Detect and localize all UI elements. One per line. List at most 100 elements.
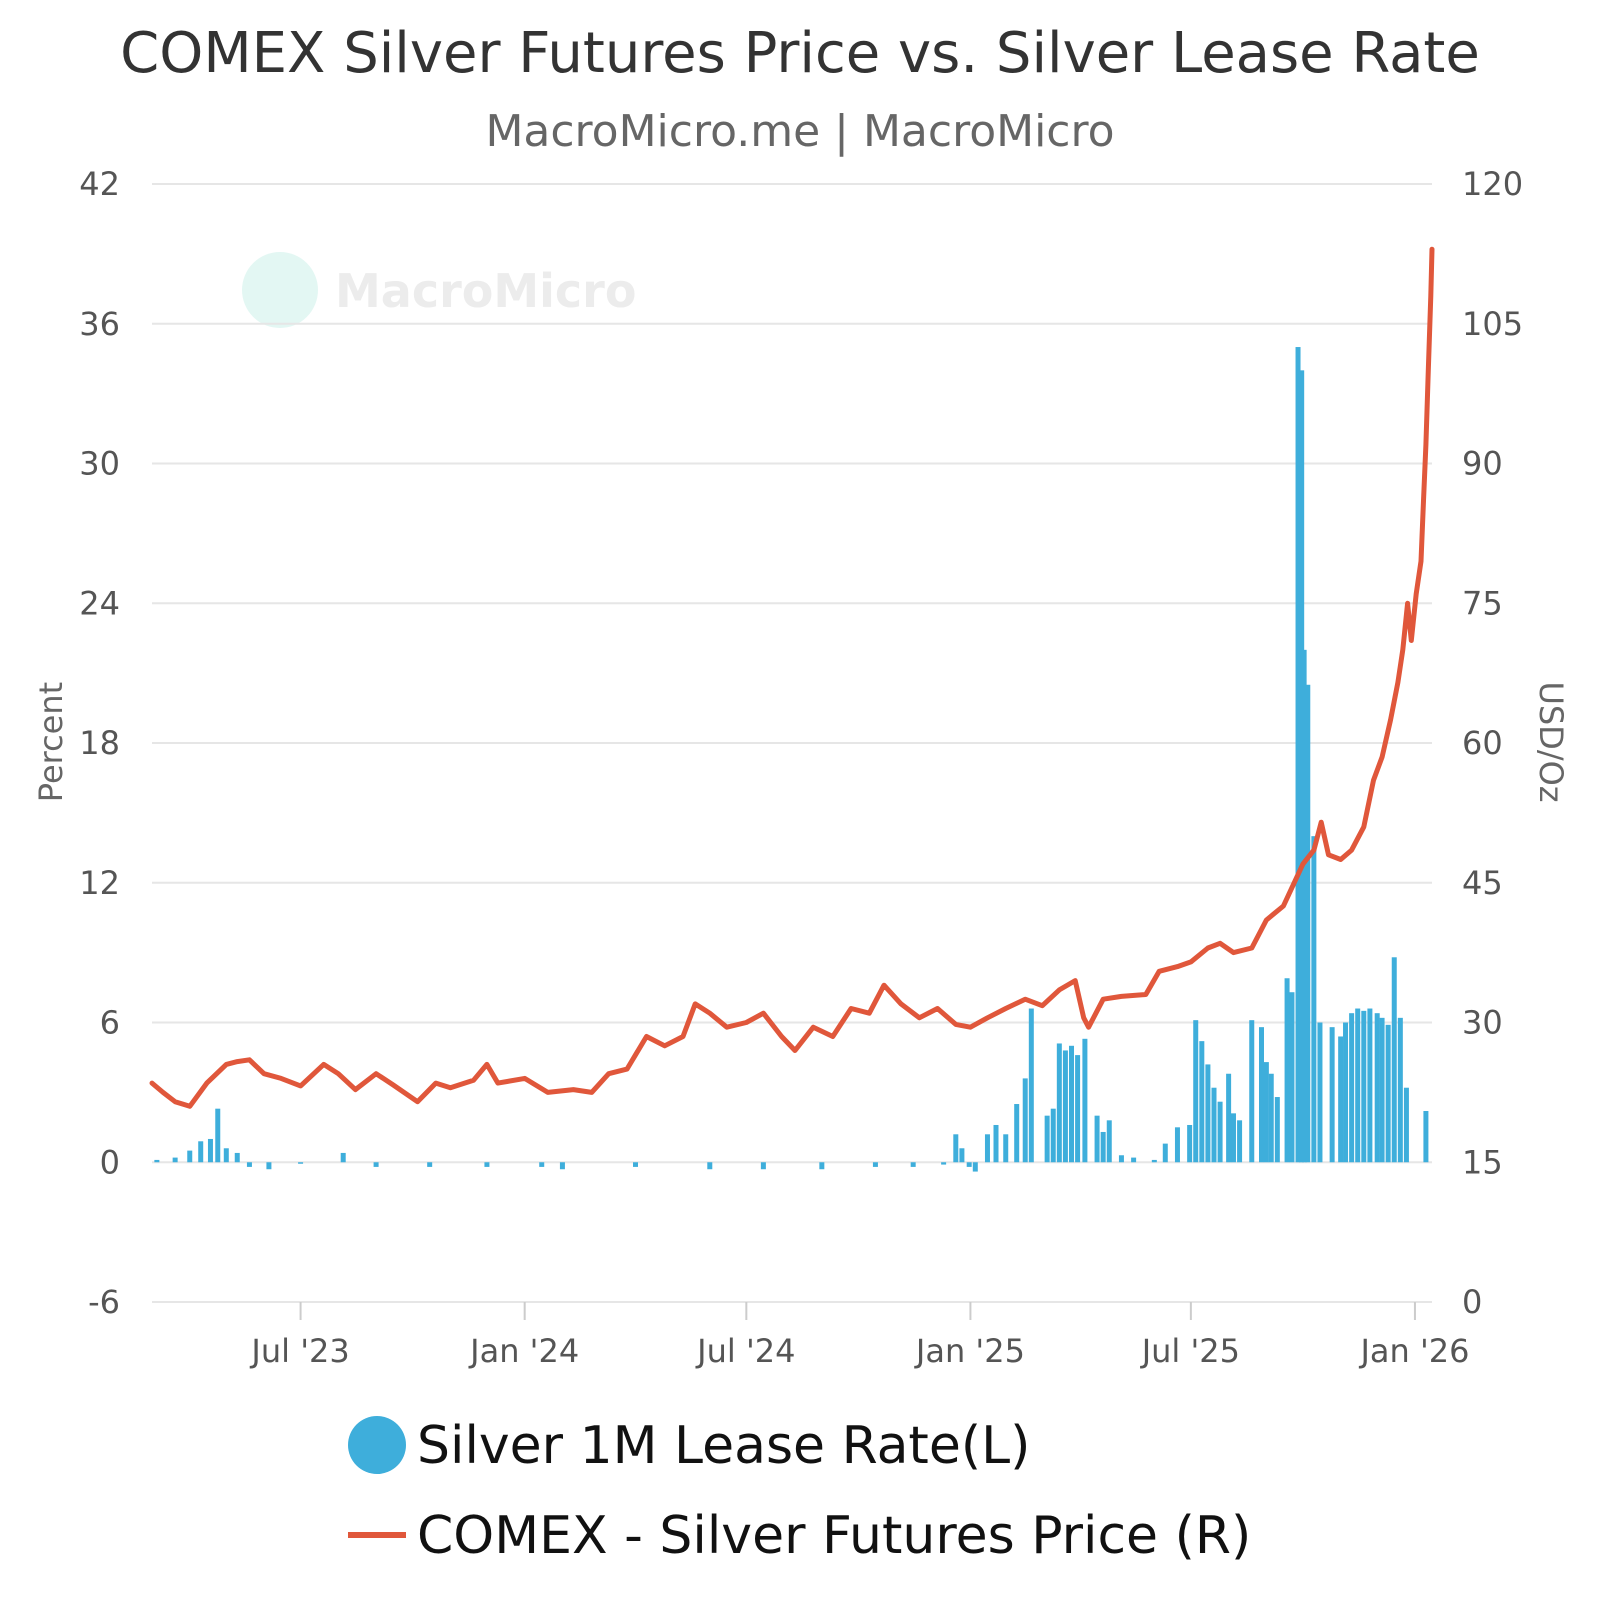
lease-rate-bar: [1199, 1041, 1205, 1163]
lease-rate-bar: [1237, 1120, 1243, 1163]
lease-rate-bar: [1028, 1008, 1034, 1163]
lease-rate-bar: [910, 1162, 916, 1167]
lease-rate-bar: [1295, 347, 1301, 1163]
lease-rate-bar: [1258, 1027, 1264, 1163]
lease-rate-bar: [340, 1152, 346, 1163]
x-tick-label: Jan '25: [914, 1332, 1025, 1370]
lease-rate-bar: [1211, 1087, 1217, 1163]
lease-rate-bar: [373, 1162, 379, 1167]
x-tick-label: Jul '24: [695, 1332, 795, 1370]
lease-rate-bar: [633, 1162, 639, 1167]
lease-rate-bar: [1151, 1159, 1157, 1163]
lease-rate-bar: [223, 1148, 229, 1163]
watermark-logo-icon: [242, 252, 318, 328]
watermark: MacroMicro: [242, 252, 636, 328]
lease-rate-bar: [154, 1159, 160, 1163]
lease-rate-bar: [953, 1134, 959, 1163]
legend-item-silver-price[interactable]: COMEX - Silver Futures Price (R): [348, 1506, 1251, 1566]
lease-rate-bar: [1317, 1022, 1323, 1163]
lease-rate-bar: [1338, 1036, 1344, 1163]
lease-rate-bar: [1397, 1017, 1403, 1163]
lease-rate-bar: [1284, 978, 1290, 1163]
lease-rate-bar: [1174, 1127, 1180, 1163]
lease-rate-bar: [1193, 1020, 1199, 1163]
lease-rate-bar: [1014, 1104, 1020, 1163]
lease-rate-bar: [1311, 836, 1317, 1163]
lease-rate-bar: [1003, 1134, 1009, 1163]
left-tick-label: 36: [79, 305, 120, 343]
lease-rate-bar: [1268, 1073, 1274, 1163]
lease-rate-bar: [215, 1108, 221, 1163]
lease-rate-bar: [993, 1124, 999, 1163]
lease-rate-bar: [984, 1134, 990, 1163]
left-axis-ticks: 42 36 30 24 18 12 6 0 -6: [79, 165, 120, 1321]
chart-subtitle: MacroMicro.me | MacroMicro: [485, 106, 1114, 157]
lease-rate-bar: [707, 1162, 713, 1170]
right-tick-label: 60: [1462, 724, 1503, 762]
lease-rate-bar: [819, 1162, 825, 1170]
right-tick-label: 105: [1462, 305, 1523, 343]
lease-rate-bar: [1062, 1050, 1068, 1163]
left-tick-label: 18: [79, 724, 120, 762]
legend-lease-rate-icon: [348, 1416, 406, 1474]
lease-rate-bar: [1131, 1157, 1137, 1163]
lease-rate-bar: [941, 1162, 947, 1165]
right-tick-label: 75: [1462, 584, 1503, 622]
lease-rate-bar: [1274, 1097, 1280, 1163]
lease-rate-bar: [187, 1150, 193, 1163]
lease-rate-bar: [1162, 1143, 1168, 1163]
lease-rate-bar: [1226, 1073, 1232, 1163]
left-tick-label: -6: [88, 1283, 120, 1321]
lease-rate-bar: [1391, 957, 1397, 1163]
lease-rate-bar: [1355, 1008, 1361, 1163]
x-tick-label: Jan '24: [468, 1332, 579, 1370]
lease-rate-bar: [1100, 1131, 1106, 1163]
lease-rate-bar: [1094, 1115, 1100, 1163]
lease-rate-bar: [1343, 1022, 1349, 1163]
right-tick-label: 0: [1462, 1283, 1482, 1321]
left-tick-label: 24: [79, 584, 120, 622]
left-tick-label: 30: [79, 445, 120, 483]
silver-price-line: [149, 246, 1435, 1109]
lease-rate-bar: [1056, 1043, 1062, 1163]
lease-rate-bar: [1205, 1064, 1211, 1163]
left-tick-label: 12: [79, 864, 120, 902]
right-tick-label: 120: [1462, 165, 1523, 203]
lease-rate-bar: [484, 1162, 490, 1167]
lease-rate-bar: [966, 1162, 972, 1167]
lease-rate-bar: [1217, 1101, 1223, 1163]
lease-rate-bar: [1022, 1078, 1028, 1163]
lease-rate-bar: [207, 1138, 213, 1163]
lease-rate-bar: [1075, 1055, 1081, 1163]
legend-silver-price-label: COMEX - Silver Futures Price (R): [417, 1506, 1251, 1566]
legend-lease-rate-label: Silver 1M Lease Rate(L): [417, 1416, 1030, 1476]
left-axis-title: Percent: [32, 682, 70, 802]
lease-rate-bar: [1423, 1111, 1429, 1163]
lease-rate-bar: [198, 1141, 204, 1163]
lease-rate-bar: [1187, 1124, 1193, 1163]
lease-rate-bar: [1329, 1027, 1335, 1163]
lease-rate-bar: [559, 1162, 565, 1170]
lease-rate-bar: [1349, 1013, 1355, 1163]
chart-title: COMEX Silver Futures Price vs. Silver Le…: [120, 21, 1480, 86]
right-tick-label: 45: [1462, 864, 1503, 902]
lease-rate-bar: [1361, 1010, 1367, 1163]
legend-item-lease-rate[interactable]: Silver 1M Lease Rate(L): [348, 1416, 1030, 1476]
grid-layer: [152, 183, 1432, 1303]
watermark-text: MacroMicro: [335, 264, 636, 318]
lease-rate-bar: [760, 1162, 766, 1170]
lease-rate-bar: [1385, 1024, 1391, 1163]
lease-rate-bar: [1082, 1038, 1088, 1163]
lease-rate-bar: [1050, 1108, 1056, 1163]
right-tick-label: 15: [1462, 1143, 1503, 1181]
lease-rate-bar: [172, 1157, 178, 1163]
lease-rate-bar: [1301, 649, 1307, 1163]
left-tick-label: 42: [79, 165, 120, 203]
lease-rate-bar: [234, 1152, 240, 1163]
x-tick-label: Jul '23: [249, 1332, 349, 1370]
lease-rate-bar: [1069, 1045, 1075, 1163]
right-axis-ticks: 120 105 90 75 60 45 30 15 0: [1462, 165, 1523, 1321]
lease-rate-bar: [959, 1148, 965, 1163]
lease-rate-bar: [972, 1162, 978, 1172]
